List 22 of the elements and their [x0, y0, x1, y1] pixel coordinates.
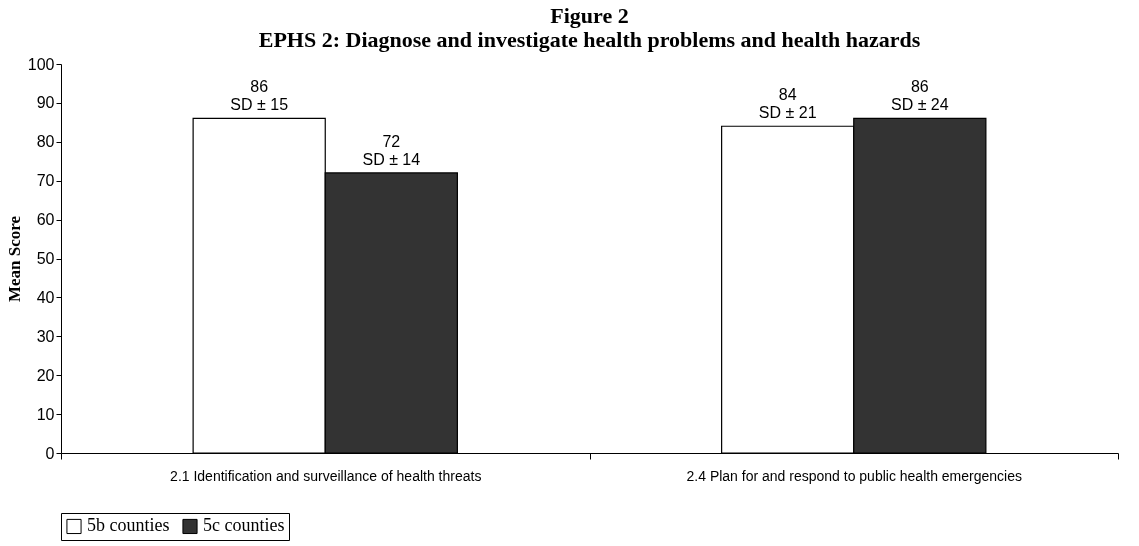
y-tick-label: 40 — [36, 288, 55, 306]
y-tick-label: 0 — [45, 444, 55, 462]
y-tick-label: 60 — [36, 211, 55, 229]
chart-subtitle: EPHS 2: Diagnose and investigate health problems and health hazards — [258, 27, 921, 52]
y-tick-label: 10 — [36, 405, 55, 423]
legend-label: 5c counties — [203, 515, 285, 536]
text: 86 SD ± 24 — [890, 78, 949, 114]
legend-label: 5b counties — [87, 515, 170, 536]
y-tick-label: 100 — [27, 55, 55, 73]
text: 84 SD ± 21 — [758, 86, 817, 122]
y-tick-label: 50 — [36, 250, 55, 267]
x-tick-label: 2.1 Identification and surveillance of health threats — [170, 467, 482, 484]
y-tick-label: 70 — [36, 172, 55, 190]
y-tick-label: 20 — [36, 366, 55, 384]
y-tick-label: 30 — [36, 327, 55, 345]
text: 72 SD ± 14 — [362, 132, 421, 168]
chart-title: Figure 2 — [550, 3, 629, 28]
y-tick-label: 90 — [36, 94, 55, 112]
text: 86 SD ± 15 — [230, 78, 289, 114]
y-tick-label: 80 — [36, 133, 55, 151]
y-axis-title: Mean Score — [4, 215, 24, 303]
x-tick-label: 2.4 Plan for and respond to public health emergencies — [686, 467, 1022, 484]
